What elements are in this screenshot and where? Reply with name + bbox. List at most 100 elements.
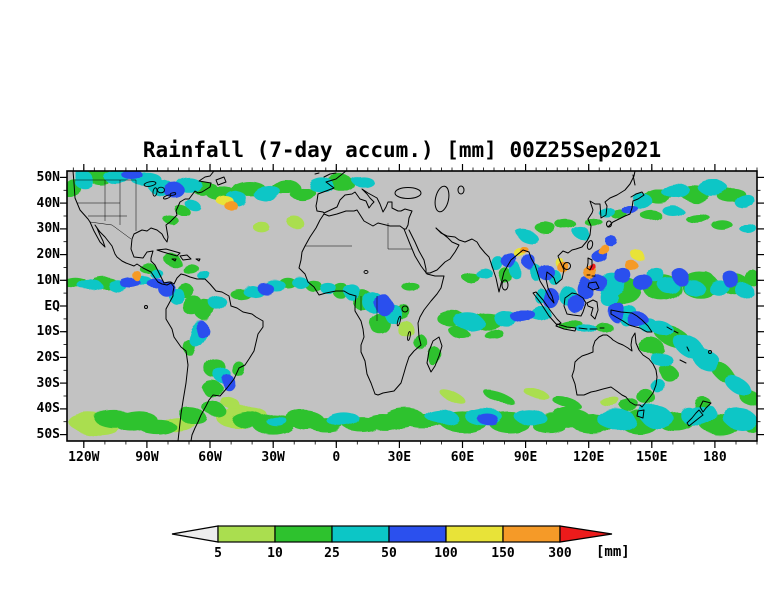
rain-cell xyxy=(628,313,650,330)
world-map-plot xyxy=(60,164,764,448)
rain-cell xyxy=(536,223,558,234)
rain-cell xyxy=(344,285,362,301)
x-tick-label: 90E xyxy=(513,450,538,465)
rain-cell xyxy=(660,182,690,198)
rain-cell xyxy=(252,221,269,232)
rain-cell xyxy=(630,249,644,260)
rain-cell xyxy=(672,270,690,286)
rain-cell xyxy=(740,223,757,234)
y-tick-label: 10N xyxy=(36,272,60,288)
americas-east-coastline xyxy=(130,171,264,441)
coastlines xyxy=(72,171,712,441)
x-tick-label: 30W xyxy=(261,450,285,465)
rain-cell xyxy=(723,272,741,288)
colorbar-segment xyxy=(445,525,504,543)
sri-lanka-coastline xyxy=(501,279,509,291)
rain-cell xyxy=(557,318,583,330)
rain-cell xyxy=(614,267,631,283)
rain-cell xyxy=(574,228,591,240)
rain-cell xyxy=(595,321,612,332)
galapagos-island xyxy=(144,305,148,309)
rain-cell xyxy=(605,236,619,247)
rain-cell xyxy=(163,182,185,198)
rain-cell xyxy=(641,210,663,222)
new-guinea-coastline xyxy=(610,309,653,333)
colorbar-segment xyxy=(331,525,390,543)
rain-cell xyxy=(698,180,728,196)
taiwan-coastline xyxy=(586,240,594,250)
australia-coastline xyxy=(571,332,658,408)
x-tick-label: 180 xyxy=(703,450,727,465)
newfoundland-coastline xyxy=(215,176,227,186)
rain-cell xyxy=(447,326,469,338)
rain-cell xyxy=(658,277,680,294)
rain-cell xyxy=(639,390,656,407)
rain-cell xyxy=(498,267,511,283)
rain-cell xyxy=(639,339,665,355)
colorbar-tick-label: 5 xyxy=(214,546,222,561)
rain-cell xyxy=(121,171,143,180)
rain-cell xyxy=(231,360,244,376)
rain-cell xyxy=(660,365,677,381)
rain-cell xyxy=(403,282,421,294)
rain-cell xyxy=(632,275,654,291)
rain-cell xyxy=(723,408,757,430)
rain-cell xyxy=(222,375,236,391)
british-isles-coastline xyxy=(314,172,337,178)
rain-cell xyxy=(132,270,141,281)
rain-cell xyxy=(620,401,642,412)
y-tick-label: 40N xyxy=(36,195,60,211)
rain-cell xyxy=(180,262,198,273)
colorbar-segment xyxy=(502,525,561,543)
rain-cell xyxy=(620,203,638,214)
rain-cell xyxy=(662,205,684,216)
aral-sea-outline xyxy=(457,185,465,195)
rain-cell xyxy=(138,419,177,435)
colorbar-tick-label: 150 xyxy=(491,546,515,561)
madagascar-coastline xyxy=(426,336,443,373)
x-tick-label: 30E xyxy=(387,450,412,465)
hainan-coastline xyxy=(563,262,571,270)
rain-cell xyxy=(597,408,635,430)
rain-cell xyxy=(220,398,242,410)
y-tick-label: 20N xyxy=(36,247,60,263)
sulawesi-coastline xyxy=(586,299,599,320)
rain-cell xyxy=(292,277,309,288)
rain-cell xyxy=(224,200,238,211)
tasmania-coastline xyxy=(636,409,645,419)
y-tick-label: 40S xyxy=(36,401,60,417)
colorbar-tick-label: 100 xyxy=(434,546,458,561)
pacific-islands xyxy=(666,326,690,364)
rain-cell xyxy=(553,397,582,410)
rainfall-layer xyxy=(67,171,757,435)
rain-cell xyxy=(178,408,208,425)
rain-cell xyxy=(522,386,551,401)
rain-cell xyxy=(567,293,585,314)
map-content xyxy=(67,171,757,441)
rain-cell xyxy=(630,192,652,209)
rain-cell xyxy=(252,185,282,201)
y-tick-label: 50N xyxy=(36,169,60,185)
africa-coastline xyxy=(298,209,445,396)
philippines-coastline xyxy=(586,257,600,291)
rain-cell xyxy=(325,411,360,427)
black-sea-outline xyxy=(394,187,422,199)
rain-cell xyxy=(651,352,673,368)
rain-cell xyxy=(685,213,711,224)
rain-cell xyxy=(500,252,518,268)
colorbar-segment xyxy=(217,525,276,543)
rain-cell xyxy=(597,244,610,255)
y-tick-label: EQ xyxy=(44,298,60,314)
x-tick-label: 0 xyxy=(332,450,341,465)
rain-cell xyxy=(369,313,391,335)
x-tick-label: 120E xyxy=(573,450,605,465)
colorbar-tick-label: 50 xyxy=(381,546,397,561)
rain-cell xyxy=(589,263,597,272)
rain-cell xyxy=(77,280,103,291)
japan-coastline xyxy=(607,174,645,228)
rain-cell xyxy=(704,406,717,422)
rain-cell xyxy=(376,295,394,317)
borneo-coastline xyxy=(563,292,587,317)
lesser-sunda-islands xyxy=(578,327,605,330)
x-tick-label: 150E xyxy=(636,450,668,465)
